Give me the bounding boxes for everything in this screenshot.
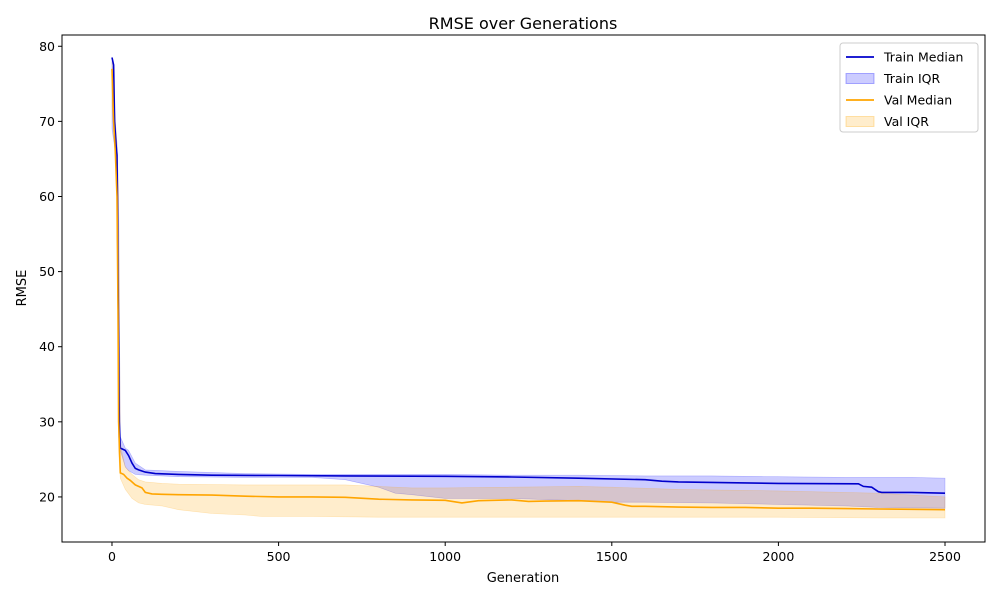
- legend-swatch: [845, 116, 875, 127]
- val-median-line: [111, 68, 946, 511]
- legend-label: Val IQR: [884, 114, 929, 129]
- train-median-line: [111, 57, 946, 494]
- legend-item-val-fill: Val IQR: [845, 114, 929, 129]
- x-tick-label: 2500: [929, 549, 961, 564]
- axes-frame: [61, 34, 986, 543]
- x-tick-label: 1000: [429, 549, 461, 564]
- x-tick-label: 500: [267, 549, 291, 564]
- legend-box: [839, 42, 979, 133]
- legend-label: Val Median: [884, 93, 952, 108]
- y-axis-ticks: 20 30 40 50 60 70 80: [39, 39, 62, 504]
- legend-item-train-fill: Train IQR: [845, 71, 940, 86]
- x-tick-label: 1500: [596, 549, 628, 564]
- median-lines: [111, 57, 946, 511]
- legend-item-val-line: Val Median: [846, 93, 952, 108]
- train-iqr-band: [111, 61, 946, 509]
- x-axis-label: Generation: [487, 571, 560, 586]
- y-tick-label: 70: [39, 114, 55, 129]
- x-axis-ticks: 0 500 1000 1500 2000 2500: [108, 542, 961, 564]
- y-tick-label: 50: [39, 264, 55, 279]
- val-iqr-band: [111, 61, 946, 519]
- legend-items: Train Median Train IQR Val Median Val IQR: [845, 50, 963, 129]
- y-axis-label: RMSE: [15, 270, 30, 307]
- x-tick-label: 0: [108, 549, 116, 564]
- plot-area: [111, 57, 946, 519]
- chart-title: RMSE over Generations: [429, 14, 618, 33]
- y-tick-label: 20: [39, 489, 55, 504]
- y-tick-label: 40: [39, 339, 55, 354]
- legend-label: Train IQR: [883, 71, 940, 86]
- legend-swatch: [845, 73, 875, 84]
- legend-label: Train Median: [883, 50, 963, 65]
- legend-item-train-line: Train Median: [846, 50, 963, 65]
- y-tick-label: 60: [39, 189, 55, 204]
- legend: Train Median Train IQR Val Median Val IQR: [839, 42, 979, 133]
- x-tick-label: 2000: [763, 549, 795, 564]
- y-tick-label: 80: [39, 39, 55, 54]
- y-tick-label: 30: [39, 414, 55, 429]
- iqr-bands: [111, 61, 946, 519]
